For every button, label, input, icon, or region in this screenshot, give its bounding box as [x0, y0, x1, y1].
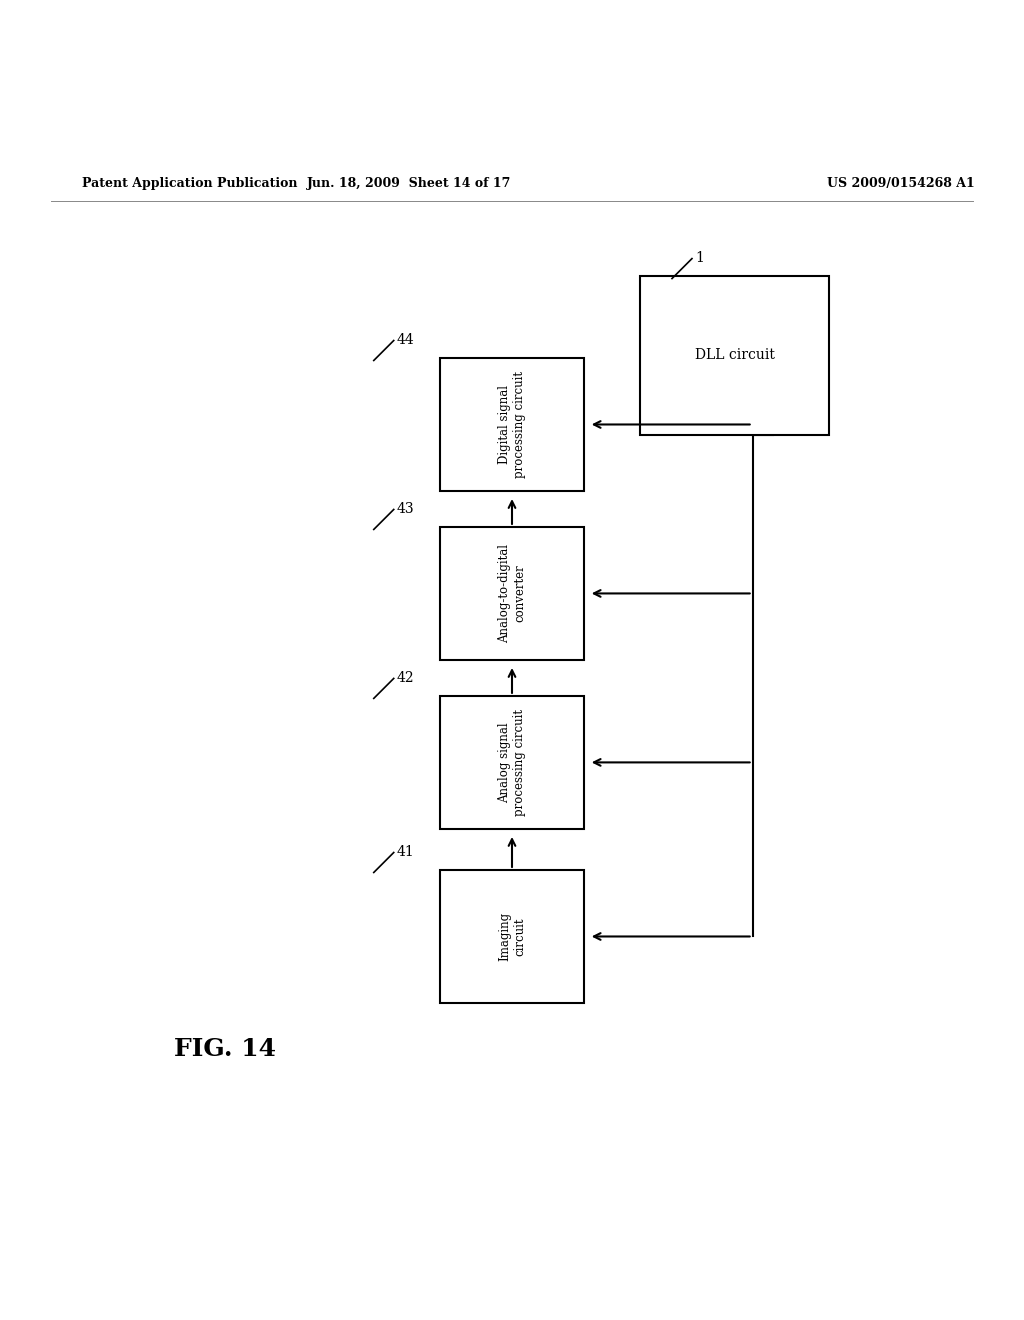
Text: US 2009/0154268 A1: US 2009/0154268 A1 [827, 177, 975, 190]
FancyBboxPatch shape [440, 696, 584, 829]
Text: Analog signal
processing circuit: Analog signal processing circuit [498, 709, 526, 816]
Text: 41: 41 [397, 845, 415, 858]
Text: Analog-to-digital
converter: Analog-to-digital converter [498, 544, 526, 643]
Text: Patent Application Publication: Patent Application Publication [82, 177, 297, 190]
Text: 44: 44 [397, 333, 415, 347]
FancyBboxPatch shape [440, 527, 584, 660]
Text: Digital signal
processing circuit: Digital signal processing circuit [498, 371, 526, 478]
Text: FIG. 14: FIG. 14 [174, 1038, 276, 1061]
FancyBboxPatch shape [440, 358, 584, 491]
Text: 42: 42 [397, 671, 415, 685]
Text: 1: 1 [695, 251, 703, 265]
Text: Imaging
circuit: Imaging circuit [498, 912, 526, 961]
Text: DLL circuit: DLL circuit [694, 348, 775, 363]
Text: 43: 43 [397, 502, 415, 516]
FancyBboxPatch shape [440, 870, 584, 1003]
FancyBboxPatch shape [640, 276, 829, 434]
Text: Jun. 18, 2009  Sheet 14 of 17: Jun. 18, 2009 Sheet 14 of 17 [307, 177, 512, 190]
